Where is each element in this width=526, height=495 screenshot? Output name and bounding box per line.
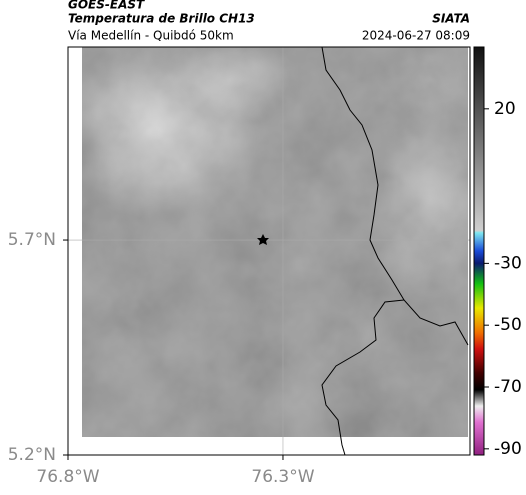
route-label: Vía Medellín - Quibdó 50km xyxy=(68,29,234,43)
x-tick-label: 76.3°W xyxy=(251,467,314,487)
colorbar-label: -30 xyxy=(494,253,522,273)
timestamp: 2024-06-27 08:09 xyxy=(362,29,470,43)
colorbar-label: -70 xyxy=(494,377,522,397)
colorbar-label: -90 xyxy=(494,439,522,459)
x-tick-label: 76.8°W xyxy=(36,467,99,487)
location-marker xyxy=(257,234,269,245)
colorbar xyxy=(473,46,485,456)
y-tick-label: 5.2°N xyxy=(8,445,56,465)
boundaries xyxy=(321,46,469,456)
colorbar-label: -50 xyxy=(494,315,522,335)
satellite-title: GOES-EAST xyxy=(68,0,145,12)
y-tick-label: 5.7°N xyxy=(8,230,56,250)
grid xyxy=(68,47,470,455)
product-title: Temperatura de Brillo CH13 xyxy=(68,12,255,26)
satellite-image xyxy=(82,47,468,437)
source-label: SIATA xyxy=(432,12,470,26)
map-frame xyxy=(67,46,471,456)
colorbar-label: 20 xyxy=(494,99,516,119)
